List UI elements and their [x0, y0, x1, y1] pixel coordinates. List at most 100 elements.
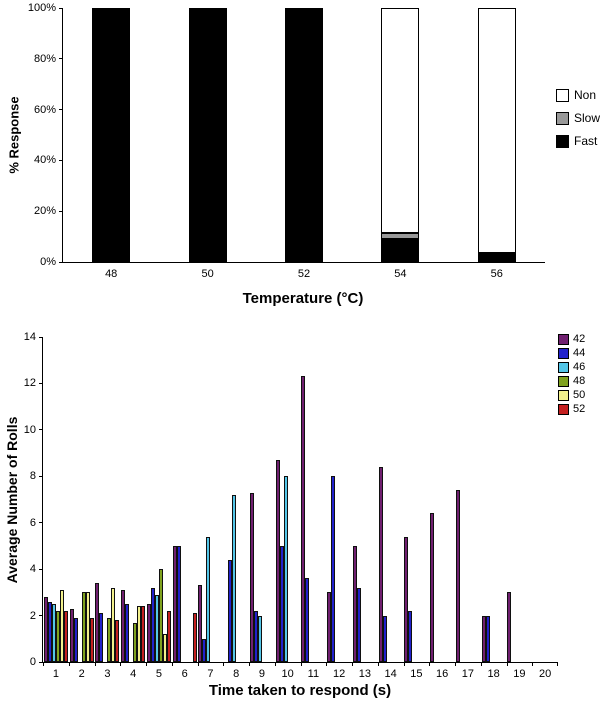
bar-series-44: [125, 603, 130, 662]
x-tick-mark: [403, 662, 405, 666]
bar-segment-fast: [381, 239, 420, 262]
bar-series-44: [485, 615, 490, 662]
y-tick-label: 0: [29, 656, 36, 668]
x-tick-label: 9: [258, 668, 265, 680]
x-tick-label: 1: [52, 668, 59, 680]
bar-series-44: [356, 587, 361, 662]
y-tick-label: 14: [23, 331, 36, 343]
y-tick-mark: [39, 661, 43, 663]
bar-series-44: [150, 587, 155, 662]
bar-series-44: [228, 559, 233, 662]
legend-item: Non: [556, 88, 600, 102]
bar-series-44: [305, 578, 310, 662]
bar-series-48: [133, 622, 138, 662]
bar-series-44: [408, 610, 413, 662]
bar-series-42: [43, 597, 48, 662]
x-tick-label: 15: [410, 668, 423, 680]
legend-swatch: [558, 375, 569, 387]
bar-series-42: [430, 513, 435, 662]
bar-series-52: [63, 610, 68, 662]
legend-swatch: [556, 134, 569, 148]
x-axis-label: Time taken to respond (s): [208, 682, 392, 699]
y-tick-mark: [39, 382, 43, 384]
y-tick-label: 2: [29, 609, 36, 622]
y-axis-label: % Response: [6, 96, 22, 174]
y-tick-label: 12: [23, 377, 36, 390]
x-tick-label: 56: [490, 268, 503, 280]
x-tick-label: 54: [394, 268, 407, 280]
bar-series-48: [81, 592, 86, 662]
legend-item: Slow: [556, 111, 600, 125]
x-tick-label: 17: [461, 668, 474, 680]
legend-swatch: [558, 347, 569, 359]
bar-series-44: [47, 601, 52, 662]
x-tick-mark: [352, 662, 353, 666]
legend-label: 52: [573, 403, 586, 415]
bar-series-52: [115, 620, 120, 662]
bar-series-44: [202, 638, 207, 662]
bar-series-42: [404, 536, 409, 662]
response-legend: Non Slow Fast: [556, 88, 600, 157]
bar-series-42: [95, 583, 100, 662]
legend-item: 52: [558, 403, 585, 415]
bar-series-42: [69, 608, 74, 662]
bar-series-50: [85, 592, 90, 662]
stacked-response-chart: % Response 0% 20% 40% 60% 80% 100% 48 50 52 54 56 …: [0, 0, 600, 316]
y-tick-mark: [39, 615, 43, 617]
legend-item: Fast: [556, 134, 600, 148]
x-tick-mark: [532, 662, 534, 666]
y-tick-label: 100%: [27, 2, 56, 14]
bar-series-52: [192, 613, 197, 662]
bar-series-50: [59, 590, 64, 662]
y-tick-label: 8: [29, 470, 36, 483]
y-tick-label: 4: [29, 563, 36, 576]
x-tick-label: 3: [104, 668, 111, 680]
x-tick-mark: [506, 662, 508, 666]
y-axis-label: Average Number of Rolls: [4, 416, 20, 584]
bar-series-42: [455, 490, 460, 662]
bar-series-42: [481, 615, 486, 662]
legend-swatch: [558, 403, 569, 415]
bar-series-42: [121, 590, 126, 662]
y-tick-label: 10: [23, 423, 36, 436]
x-tick-label: 2: [78, 668, 85, 680]
bar-segment-fast: [188, 8, 227, 262]
legend-label: 46: [573, 361, 586, 373]
x-tick-label: 19: [513, 668, 526, 680]
bar-segment-fast: [92, 8, 131, 262]
x-tick-label: 7: [207, 668, 214, 680]
x-tick-label: 52: [297, 268, 311, 280]
legend-label: 48: [573, 375, 586, 387]
x-tick-mark: [120, 662, 122, 666]
bar-series-42: [172, 545, 177, 662]
x-tick-mark: [146, 662, 147, 666]
x-tick-mark: [94, 662, 96, 666]
bar-series-48: [55, 610, 60, 662]
bar-series-50: [111, 587, 116, 662]
bar-series-42: [301, 376, 306, 662]
legend-label: Fast: [574, 134, 598, 148]
legend-item: 50: [558, 389, 585, 401]
x-tick-mark: [249, 662, 250, 666]
y-tick-label: 40%: [33, 154, 56, 167]
legend-label: Slow: [574, 111, 600, 125]
x-tick-label: 4: [130, 668, 137, 680]
bar-series-42: [352, 545, 357, 662]
x-tick-label: 50: [201, 268, 214, 280]
y-tick-mark: [59, 210, 63, 212]
legend-swatch: [558, 389, 569, 401]
legend-label: Non: [574, 88, 597, 102]
x-tick-label: 8: [233, 668, 240, 680]
bar-series-44: [176, 545, 181, 662]
bar-segment-slow: [381, 232, 420, 240]
bar-series-46: [283, 476, 288, 662]
y-tick-label: 0%: [40, 256, 56, 268]
bar-series-46: [257, 615, 262, 662]
bar-segment-fast: [285, 8, 323, 262]
rolls-time-chart: Average Number of Rolls 0 2 4 6 8 10 12 14 1 2 3 4 5…: [0, 316, 600, 716]
legend-item: 42: [558, 333, 585, 345]
x-tick-mark: [377, 662, 379, 666]
y-tick-mark: [39, 429, 43, 431]
x-tick-mark: [326, 662, 328, 666]
bar-series-52: [89, 617, 94, 662]
